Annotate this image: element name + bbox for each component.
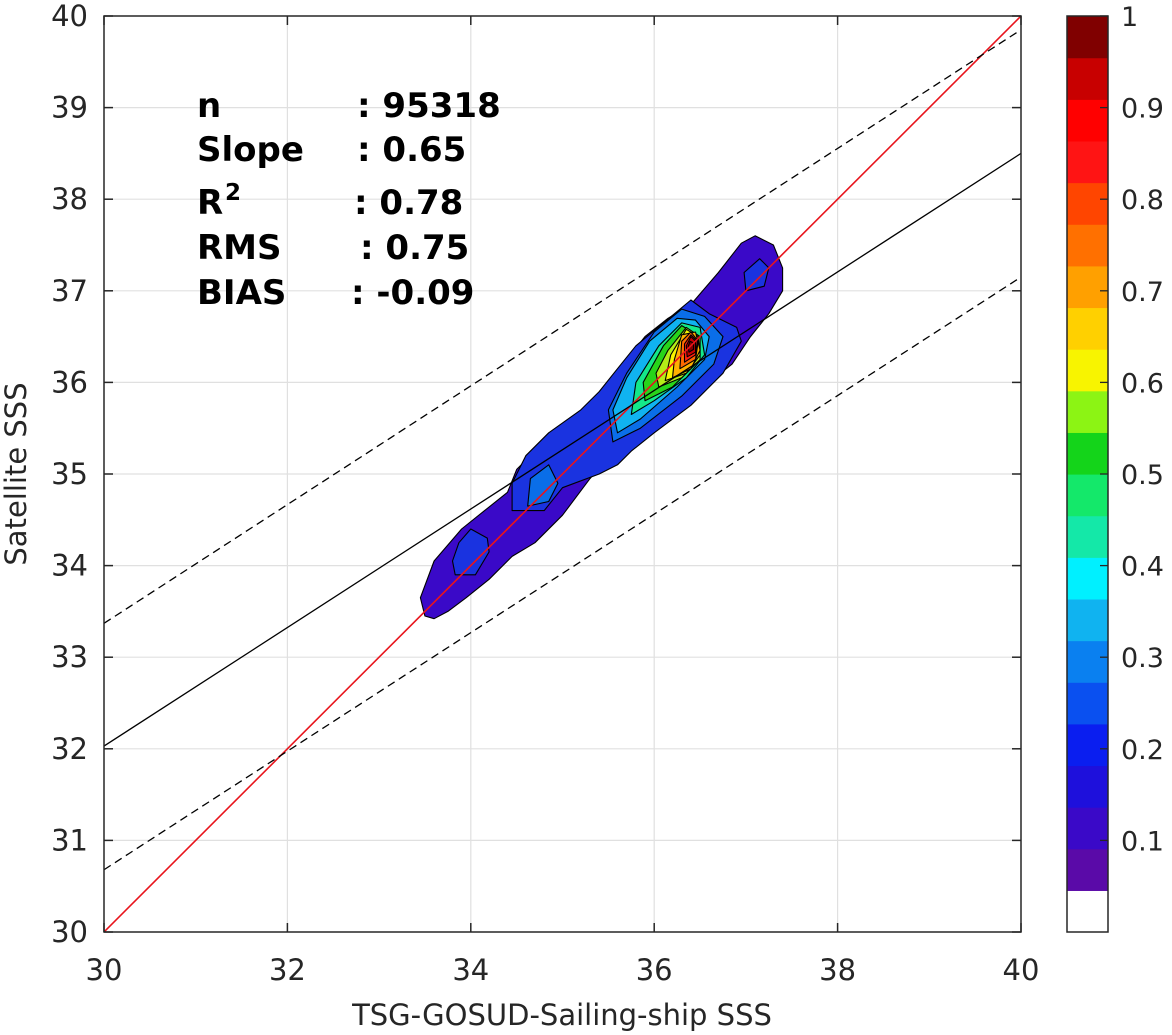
colorbar-tick-label: 0.6: [1121, 368, 1164, 399]
colorbar-segment: [1067, 515, 1108, 558]
reference-lines: [104, 16, 1021, 932]
colorbar-segment: [1067, 307, 1108, 350]
colorbar-tick-label: 0.1: [1121, 826, 1164, 857]
y-tick-label: 37: [51, 274, 88, 308]
stat-label: n: [197, 86, 221, 126]
colorbar-segment: [1067, 848, 1108, 891]
stat-value: : 0.65: [357, 130, 466, 170]
y-tick-label: 31: [51, 823, 88, 857]
axis-ticks: 30 32 34 36 38 40 30 31 32 33 34 35 36 37 38 39 40: [51, 0, 1039, 987]
stat-label: R: [197, 183, 223, 223]
colorbar-segment: [1067, 474, 1108, 517]
colorbar-tick-label: 0.7: [1121, 277, 1164, 308]
y-tick-label: 38: [51, 182, 88, 216]
y-axis-title: Satellite SSS: [0, 382, 33, 565]
x-tick-label: 38: [819, 953, 856, 987]
stat-value: : 0.78: [354, 183, 463, 223]
stat-label: BIAS: [197, 273, 286, 313]
colorbar-segment: [1067, 807, 1108, 850]
colorbar: 0.1 0.2 0.3 0.4 0.5 0.6 0.7 0.8 0.9 1: [1066, 2, 1164, 933]
y-tick-label: 33: [51, 640, 88, 674]
y-tick-label: 34: [51, 549, 88, 583]
identity-line: [104, 16, 1021, 932]
y-tick-label: 40: [51, 0, 88, 33]
x-tick-label: 40: [1003, 953, 1040, 987]
stat-value: : 95318: [357, 86, 501, 126]
colorbar-tick-label: 0.8: [1121, 185, 1164, 216]
colorbar-segment: [1067, 265, 1108, 309]
colorbar-segment: [1067, 390, 1108, 433]
stat-label: RMS: [197, 228, 282, 268]
stat-value: : 0.75: [360, 228, 469, 268]
y-tick-label: 32: [51, 732, 88, 766]
colorbar-tick-label: 0.2: [1121, 735, 1164, 766]
contour-level-0_25: [527, 464, 559, 507]
x-tick-label: 34: [452, 953, 489, 987]
colorbar-tick-label: 0.3: [1121, 643, 1164, 674]
colorbar-tick-label: 1: [1121, 2, 1138, 33]
y-tick-label: 39: [51, 91, 88, 125]
x-tick-label: 30: [86, 953, 123, 987]
colorbar-tick-label: 0.9: [1121, 94, 1164, 125]
colorbar-segment: [1067, 99, 1108, 142]
colorbar-segment: [1067, 765, 1108, 808]
stat-label: Slope: [197, 130, 304, 170]
colorbar-segment: [1067, 682, 1108, 725]
colorbar-segment: [1067, 16, 1108, 59]
grid: [104, 16, 1021, 932]
colorbar-segment: [1067, 182, 1108, 225]
colorbar-tick-label: 0.5: [1121, 460, 1164, 491]
regression-line: [104, 152, 1021, 747]
x-axis-title: TSG-GOSUD-Sailing-ship SSS: [351, 998, 772, 1032]
stat-value: : -0.09: [351, 273, 474, 313]
colorbar-segment: [1067, 640, 1108, 683]
contour-level-0_15: [451, 528, 490, 576]
colorbar-segment: [1067, 890, 1108, 933]
y-tick-label: 35: [51, 457, 88, 491]
colorbar-segment: [1067, 140, 1108, 184]
stats-box: n : 95318 Slope : 0.65 R 2 : 0.78 RMS : 0.75 BIAS…: [197, 86, 501, 313]
x-tick-label: 32: [269, 953, 306, 987]
colorbar-segment: [1067, 723, 1108, 767]
y-tick-label: 36: [51, 365, 88, 399]
colorbar-segment: [1067, 57, 1108, 100]
colorbar-segment: [1067, 349, 1108, 392]
colorbar-tick-label: 0.4: [1121, 552, 1164, 583]
stat-label-superscript: 2: [225, 180, 241, 206]
y-tick-label: 30: [51, 915, 88, 949]
colorbar-segment: [1067, 224, 1108, 267]
upper-bound-line: [104, 29, 1021, 624]
colorbar-segment: [1067, 598, 1108, 642]
colorbar-segment: [1067, 557, 1108, 600]
x-tick-label: 36: [636, 953, 673, 987]
contour-level-0_15: [743, 258, 770, 292]
colorbar-segment: [1067, 432, 1108, 475]
